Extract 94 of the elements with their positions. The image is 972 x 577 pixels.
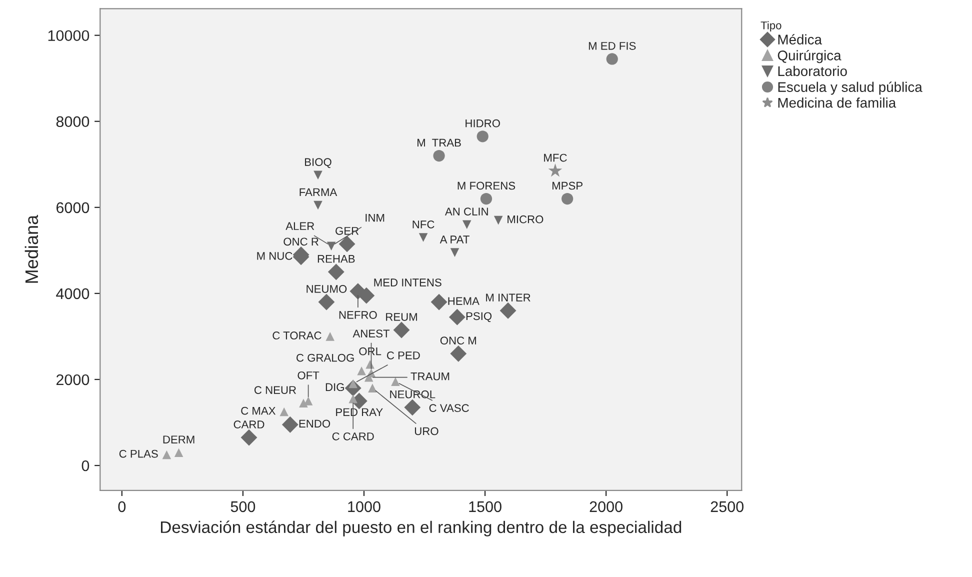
point	[450, 248, 460, 257]
point	[326, 242, 336, 251]
point	[280, 407, 288, 416]
point	[450, 345, 467, 362]
y-axis-title: Mediana	[24, 214, 38, 283]
x-axis-title: Desviación estándar del puesto en el ranking dentro de la especialidad	[160, 520, 682, 536]
point	[282, 416, 298, 433]
point	[348, 394, 358, 404]
point	[404, 399, 421, 416]
y-tick-label: 10000	[48, 30, 90, 42]
annotation: C PED	[386, 351, 420, 360]
x-tick-label: 2500	[710, 501, 744, 512]
point	[606, 53, 618, 65]
annotation: M FORENS	[458, 182, 516, 190]
annotation: OFT	[298, 371, 320, 380]
annotation: NEFRO	[339, 311, 377, 319]
y-tick-label: 0	[82, 460, 90, 472]
annotation: REHAB	[318, 255, 355, 263]
point	[366, 360, 374, 369]
annotation: DERM	[163, 436, 194, 444]
x-tick-label: 1000	[348, 501, 380, 512]
point	[240, 429, 258, 446]
point	[500, 302, 516, 319]
annotation: C VASC	[429, 404, 469, 412]
annotation: M NUC	[257, 252, 292, 260]
x-tick-label: 500	[230, 501, 256, 512]
point	[433, 150, 445, 162]
point	[314, 200, 322, 210]
annotation: C TORAC	[272, 332, 322, 340]
annotation: AN CLIN	[444, 208, 488, 216]
annotation: INM	[366, 214, 384, 222]
annotation: ONC M	[440, 336, 476, 345]
point	[418, 233, 428, 242]
point	[318, 294, 335, 310]
annotation: URO	[414, 427, 438, 436]
point	[548, 164, 562, 177]
legend-label: Quirúrgica	[778, 50, 842, 64]
point	[350, 283, 366, 300]
annotation: ANEST	[352, 330, 390, 338]
legend-label: Médica	[778, 34, 822, 44]
point	[162, 450, 172, 460]
annotation: CARD	[234, 420, 264, 428]
x-tick-label: 1500	[469, 501, 502, 512]
annotation: C CARD	[332, 432, 374, 440]
point	[314, 170, 322, 180]
y-tick-label: 6000	[56, 202, 90, 214]
annotation: FARMA	[300, 188, 338, 196]
point	[326, 332, 334, 341]
annotation: MICRO	[508, 215, 544, 224]
point	[480, 192, 492, 205]
y-tick-label: 4000	[56, 288, 90, 300]
annotation: HIDRO	[466, 119, 500, 128]
annotation: MFC	[544, 154, 567, 162]
point	[476, 130, 488, 142]
annotation: C MAX	[241, 406, 276, 415]
point	[430, 294, 448, 310]
annotation: ALER	[286, 222, 314, 230]
annotation: PSIQ	[466, 312, 492, 322]
annotation: M TRAB	[418, 138, 461, 147]
annotation: C PLAS	[119, 450, 158, 458]
y-tick-label: 8000	[56, 116, 90, 128]
annotation: C GRALOG	[296, 354, 354, 362]
point	[448, 308, 466, 326]
annotation: HEMA	[448, 297, 480, 305]
legend-label: Medicina de familia	[778, 98, 896, 108]
annotation: ENDO	[299, 420, 330, 428]
x-tick-label: 0	[118, 501, 126, 512]
point	[174, 448, 184, 457]
annotation: DIG	[326, 383, 344, 392]
annotation: MED INTENS	[374, 278, 442, 286]
point	[393, 322, 410, 338]
annotation: A PAT	[440, 236, 470, 244]
point	[368, 384, 377, 392]
annotation: M INTER	[486, 294, 530, 302]
annotation: BIOQ	[305, 158, 332, 168]
annotation: ONC R	[284, 238, 318, 246]
annotation: REUM	[386, 313, 417, 321]
annotation: TRAUM	[410, 372, 450, 380]
point	[462, 220, 472, 229]
legend-label: Escuela y salud pública	[778, 82, 922, 95]
legend-title: Tipo	[760, 21, 782, 32]
annotation: NEUMO	[306, 285, 347, 293]
annotation: C NEUR	[254, 386, 296, 394]
point	[494, 216, 503, 225]
annotation: NFC	[412, 220, 434, 228]
point	[391, 377, 400, 386]
point	[357, 366, 366, 376]
point	[328, 264, 344, 280]
annotation: M ED FIS	[588, 42, 636, 50]
annotation: MPSP	[552, 182, 582, 190]
legend-label: Laboratorio	[778, 66, 847, 76]
x-tick-label: 2000	[590, 501, 622, 512]
y-tick-label: 2000	[56, 374, 90, 386]
point	[562, 192, 574, 205]
